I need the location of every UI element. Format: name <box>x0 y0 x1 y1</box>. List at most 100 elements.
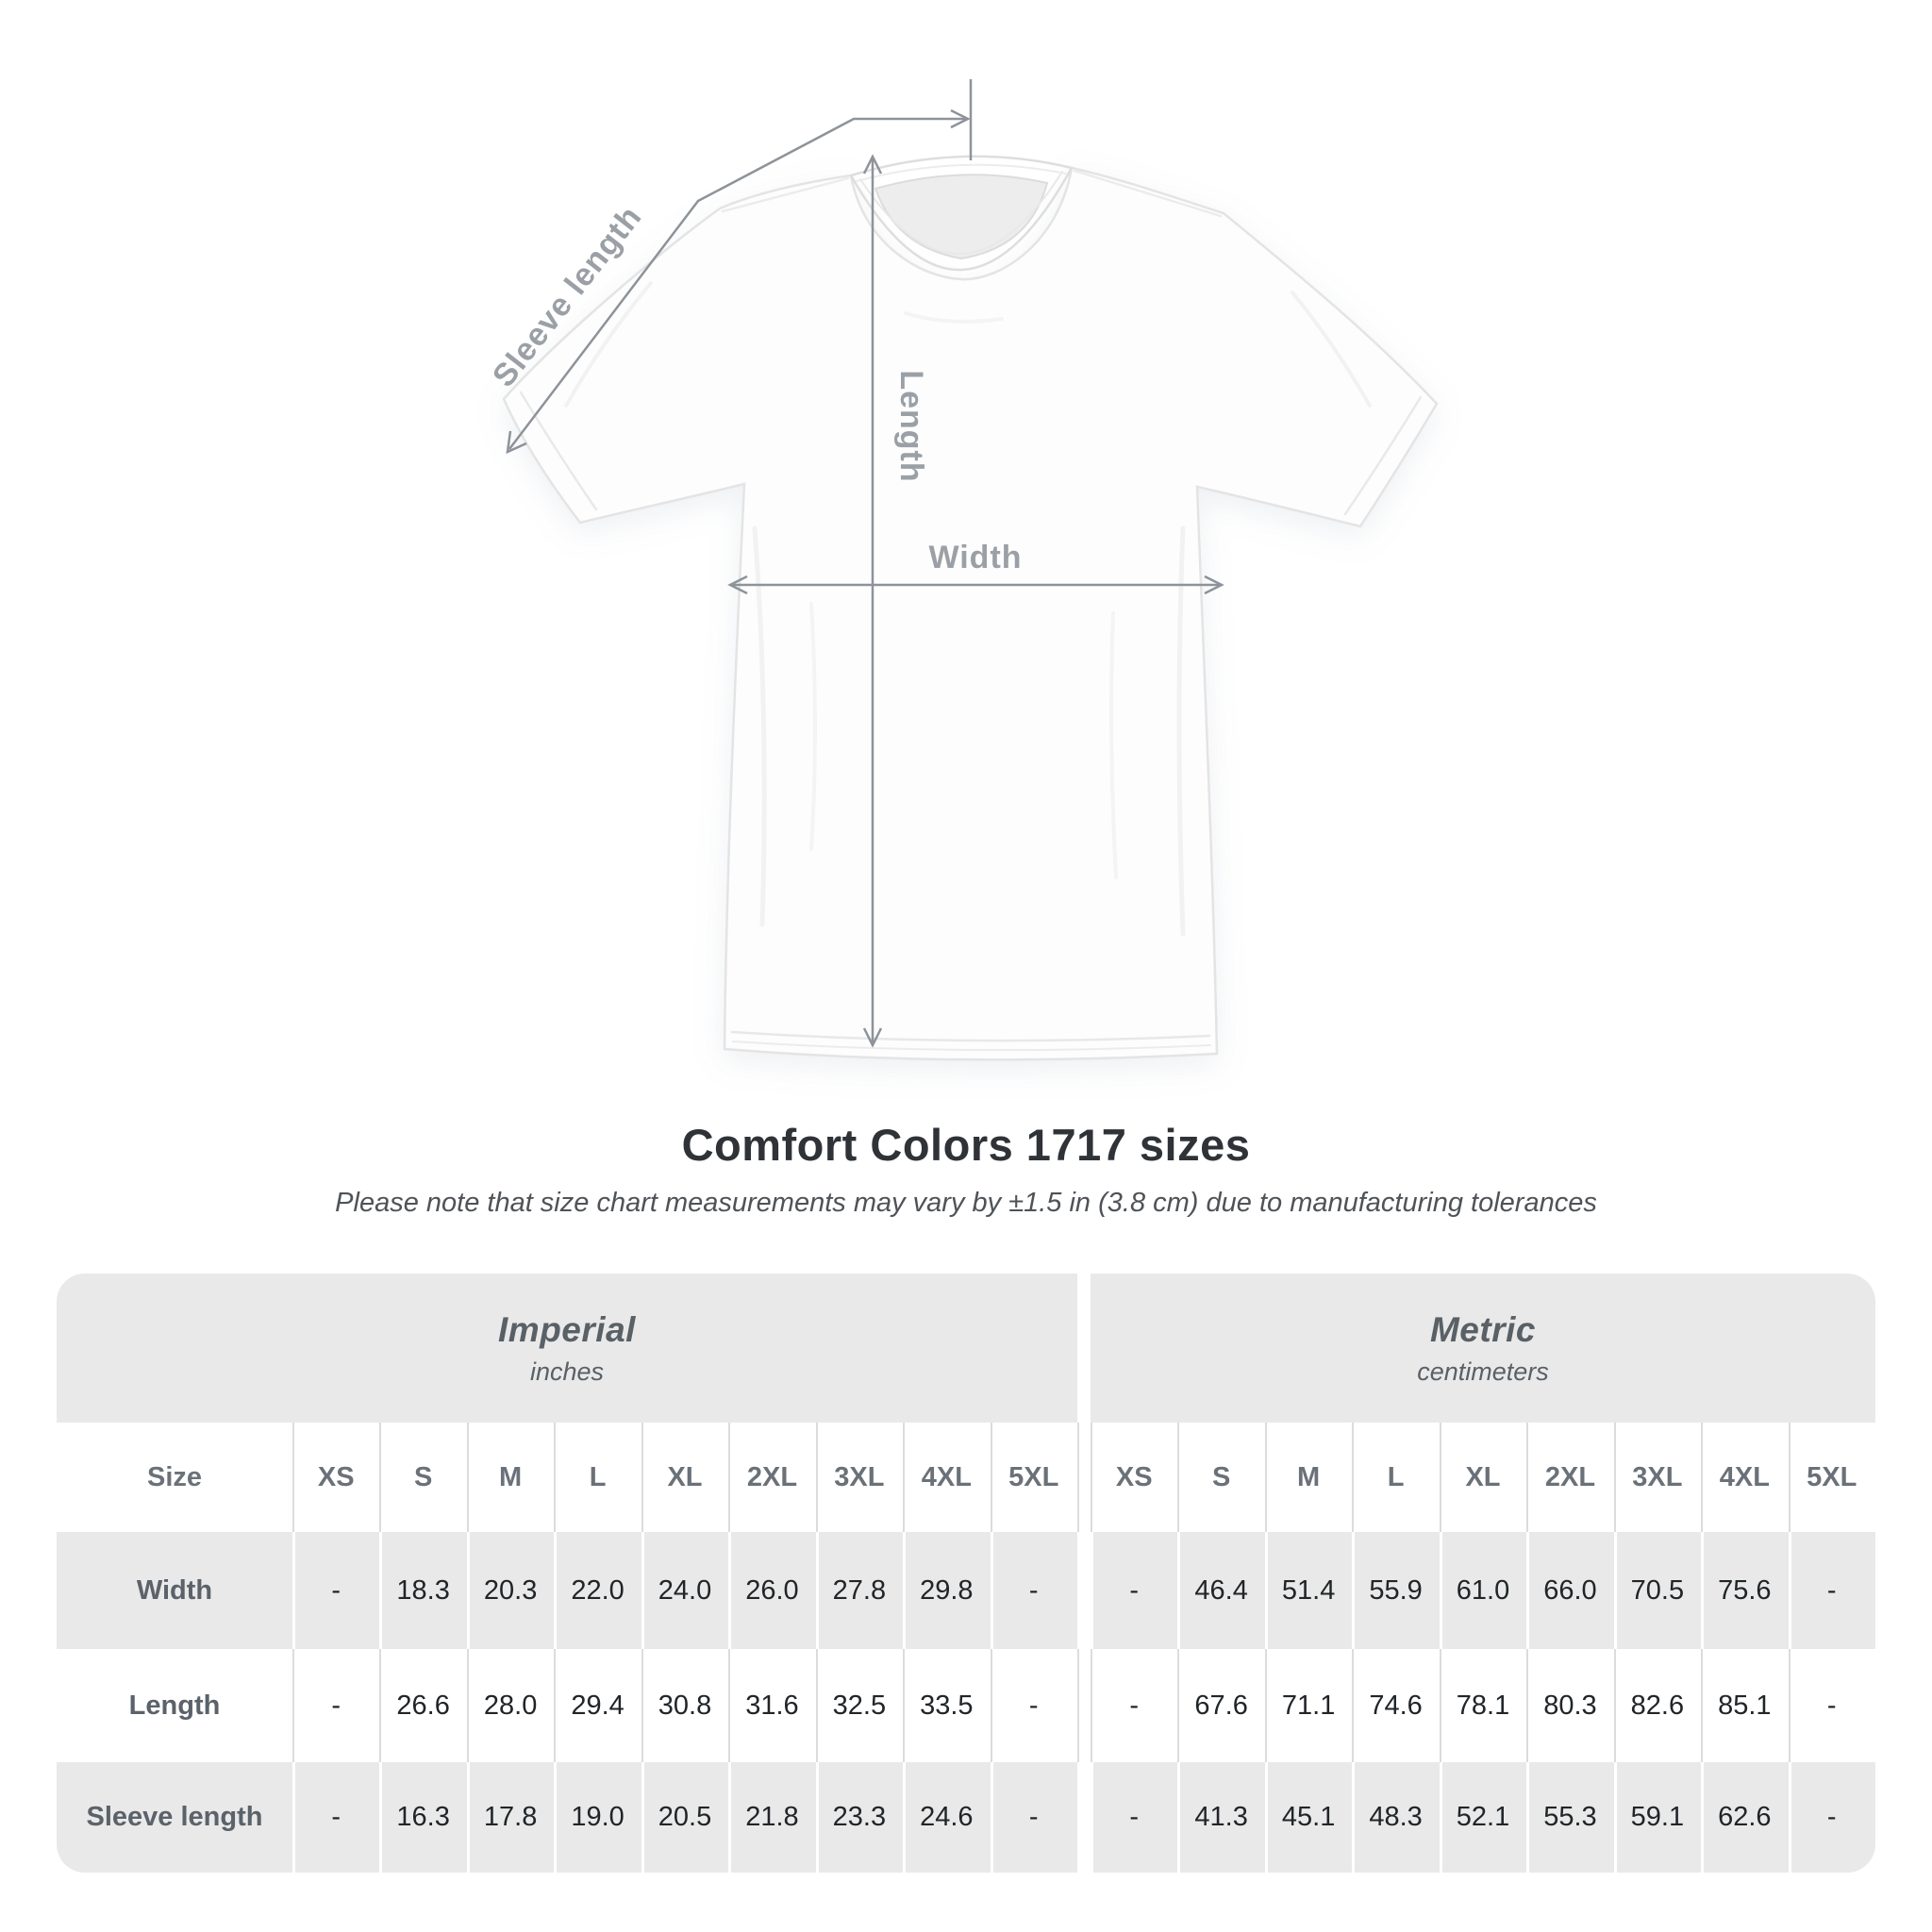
measurement-cell: 26.0 <box>728 1532 816 1649</box>
heading-block: Comfort Colors 1717 sizes Please note th… <box>0 1119 1932 1219</box>
measurement-cell: 61.0 <box>1439 1532 1527 1649</box>
measurement-cell: 29.4 <box>554 1649 641 1762</box>
hem-stitch-2 <box>732 1041 1211 1052</box>
measurement-cell: 75.6 <box>1701 1532 1789 1649</box>
metric-group-label: Metric <box>1429 1309 1536 1349</box>
collar-front-stitch <box>859 171 1063 255</box>
size-chart-table: Imperial inches Metric centimeters Size X… <box>57 1274 1875 1873</box>
measurement-cell: 80.3 <box>1526 1649 1614 1762</box>
width-label: Width <box>928 540 1022 575</box>
collar-front-rim <box>849 166 1074 272</box>
length-label: Length <box>893 370 929 482</box>
fold-line <box>809 602 817 851</box>
cuff-seam-left <box>519 391 598 511</box>
fold-line <box>1291 291 1372 408</box>
size-header-imperial-s: S <box>379 1423 467 1532</box>
measurement-cell: 70.5 <box>1613 1532 1702 1649</box>
measurement-cell: 32.5 <box>815 1649 904 1762</box>
sleeve-length-line <box>508 117 966 450</box>
page-title: Comfort Colors 1717 sizes <box>681 1120 1251 1170</box>
size-column-header: Size <box>57 1423 292 1532</box>
measurement-cell: 33.5 <box>903 1649 991 1762</box>
measurement-cell: - <box>1090 1532 1178 1649</box>
measurement-cell: 18.3 <box>379 1532 467 1649</box>
size-header-imperial-l: L <box>554 1423 641 1532</box>
row-label: Length <box>57 1649 292 1762</box>
fold-line <box>1109 611 1118 879</box>
measurement-cell: 30.8 <box>641 1649 729 1762</box>
size-header-imperial-2xl: 2XL <box>728 1423 816 1532</box>
fold-line <box>904 311 1004 324</box>
fold-line <box>1176 525 1186 937</box>
width-arrowhead-right <box>1204 575 1224 595</box>
size-header-imperial-xl: XL <box>641 1423 729 1532</box>
hem-stitch-1 <box>730 1030 1211 1042</box>
tshirt-measurement-diagram: Sleeve length Length Width <box>486 79 1439 1061</box>
size-header-metric-xl: XL <box>1439 1423 1527 1532</box>
table-section-divider <box>1076 1274 1091 1423</box>
length-arrowhead-top <box>862 154 883 175</box>
measurement-cell: - <box>292 1532 380 1649</box>
collar-opening <box>874 174 1049 260</box>
size-header-metric-l: L <box>1352 1423 1440 1532</box>
metric-group-header: Metric centimeters <box>1090 1274 1875 1423</box>
table-section-divider <box>1076 1649 1091 1762</box>
measurement-annotations <box>506 79 1224 1048</box>
imperial-group-unit: inches <box>529 1357 605 1386</box>
imperial-group-label: Imperial <box>498 1309 636 1349</box>
measurement-cell: - <box>1090 1762 1178 1873</box>
measurement-cell: - <box>292 1762 380 1873</box>
shoulder-seam-right <box>1073 169 1223 218</box>
size-header-metric-xs: XS <box>1090 1423 1178 1532</box>
measurement-cell: 26.6 <box>379 1649 467 1762</box>
row-label: Width <box>57 1532 292 1649</box>
measurement-cell: 20.3 <box>466 1532 555 1649</box>
table-section-divider <box>1076 1762 1091 1873</box>
size-header-imperial-3xl: 3XL <box>815 1423 904 1532</box>
sleeve-length-arrowhead-cuff <box>506 430 527 455</box>
size-header-imperial-5xl: 5XL <box>990 1423 1077 1532</box>
measurement-cell: - <box>990 1649 1077 1762</box>
width-arrowhead-left <box>727 575 748 595</box>
measurement-cell: 55.9 <box>1352 1532 1440 1649</box>
measurement-cell: 52.1 <box>1439 1762 1527 1873</box>
measurement-cell: 19.0 <box>554 1762 641 1873</box>
size-header-metric-3xl: 3XL <box>1613 1423 1702 1532</box>
measurement-cell: 28.0 <box>466 1649 555 1762</box>
measurement-cell: 16.3 <box>379 1762 467 1873</box>
measurement-cell: 46.4 <box>1177 1532 1265 1649</box>
measurement-cell: 29.8 <box>903 1532 991 1649</box>
measurement-cell: 22.0 <box>554 1532 641 1649</box>
size-header-imperial-4xl: 4XL <box>903 1423 991 1532</box>
metric-group-unit: centimeters <box>1417 1357 1549 1386</box>
measurement-cell: - <box>1788 1532 1875 1649</box>
measurement-cell: - <box>292 1649 380 1762</box>
fold-line <box>564 281 653 408</box>
measurement-cell: - <box>990 1532 1077 1649</box>
collar-back-stitch <box>856 163 1067 182</box>
page-subtitle: Please note that size chart measurements… <box>335 1188 1597 1218</box>
size-header-metric-m: M <box>1264 1423 1353 1532</box>
size-header-metric-5xl: 5XL <box>1788 1423 1875 1532</box>
measurement-cell: 62.6 <box>1701 1762 1789 1873</box>
size-header-metric-4xl: 4XL <box>1701 1423 1789 1532</box>
shoulder-seam-left <box>721 176 850 213</box>
fold-line <box>752 525 767 927</box>
measurement-cell: 17.8 <box>466 1762 555 1873</box>
measurement-cell: 82.6 <box>1613 1649 1702 1762</box>
measurement-cell: 45.1 <box>1264 1762 1353 1873</box>
row-label: Sleeve length <box>57 1762 292 1873</box>
sleeve-length-arrowhead-right <box>950 108 971 129</box>
size-header-metric-s: S <box>1177 1423 1265 1532</box>
length-arrowhead-bottom <box>862 1027 883 1048</box>
measurement-cell: 51.4 <box>1264 1532 1353 1649</box>
measurement-cell: 31.6 <box>728 1649 816 1762</box>
cuff-seam-right <box>1343 395 1423 516</box>
measurement-cell: 71.1 <box>1264 1649 1353 1762</box>
measurement-cell: - <box>1090 1649 1178 1762</box>
measurement-cell: 41.3 <box>1177 1762 1265 1873</box>
measurement-cell: - <box>990 1762 1077 1873</box>
measurement-cell: 23.3 <box>815 1762 904 1873</box>
measurement-cell: 27.8 <box>815 1532 904 1649</box>
